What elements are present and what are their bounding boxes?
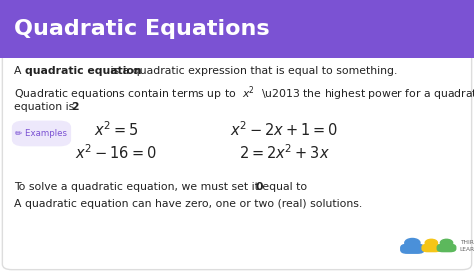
FancyBboxPatch shape (421, 244, 441, 252)
Circle shape (440, 239, 453, 246)
Circle shape (425, 239, 438, 246)
Text: equation is: equation is (14, 102, 78, 112)
FancyBboxPatch shape (437, 244, 456, 252)
Text: $x^2 - 16 = 0$: $x^2 - 16 = 0$ (75, 144, 157, 163)
Text: 2: 2 (71, 102, 79, 112)
Text: THIRD SPACE
LEARNING: THIRD SPACE LEARNING (460, 240, 474, 252)
Text: To solve a quadratic equation, we must set it equal to: To solve a quadratic equation, we must s… (14, 182, 311, 192)
Text: $x^2 - 2x + 1 = 0$: $x^2 - 2x + 1 = 0$ (230, 121, 338, 140)
Circle shape (405, 238, 420, 247)
Text: quadratic equation: quadratic equation (25, 66, 141, 76)
Text: 0: 0 (255, 182, 263, 192)
FancyBboxPatch shape (12, 121, 71, 146)
Text: $2 = 2x^2 + 3x$: $2 = 2x^2 + 3x$ (239, 144, 330, 163)
FancyBboxPatch shape (0, 0, 474, 58)
Text: Quadratic equations contain terms up to  $x^2$  \u2013 the highest power for a q: Quadratic equations contain terms up to … (14, 84, 474, 103)
Text: is a quadratic expression that is equal to something.: is a quadratic expression that is equal … (107, 66, 398, 76)
FancyBboxPatch shape (400, 244, 425, 254)
Text: A: A (14, 66, 25, 76)
Text: Quadratic Equations: Quadratic Equations (14, 19, 270, 39)
Text: A quadratic equation can have zero, one or two (real) solutions.: A quadratic equation can have zero, one … (14, 199, 363, 209)
Text: $x^2 = 5$: $x^2 = 5$ (94, 121, 138, 140)
Text: ✏ Examples: ✏ Examples (16, 129, 67, 138)
